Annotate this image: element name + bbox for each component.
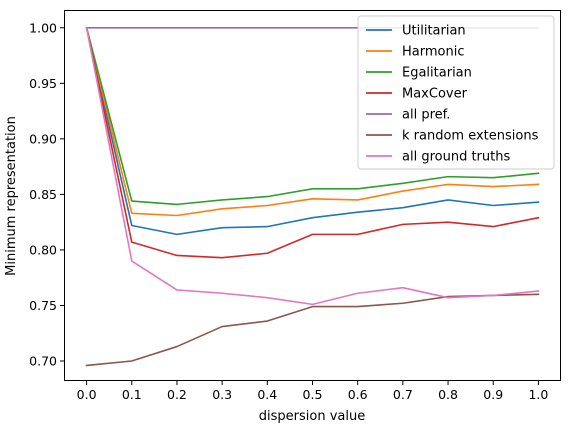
series-line-6 [85,26,540,306]
legend-entry-0: Utilitarian [402,24,466,39]
x-tick-label: 0.6 [348,387,368,402]
series-line-2 [85,26,540,206]
y-tick-label: 0.95 [29,76,57,91]
legend-entry-5: k random extensions [402,129,539,144]
y-tick-label: 1.00 [29,20,57,35]
x-axis: 0.0 0.1 0.2 0.3 0.4 0.5 0.6 0.7 0.8 0.9 1.0 [77,381,548,402]
x-tick-label: 0.7 [393,387,413,402]
y-axis-label: Minimum representation [4,116,19,276]
x-tick-label: 0.2 [167,387,187,402]
legend-box [357,15,555,170]
x-tick-label: 0.9 [483,387,503,402]
series-line-3 [85,26,540,259]
x-tick-label: 0.5 [303,387,323,402]
y-tick-label: 0.75 [29,298,57,313]
legend-entry-6: all ground truths [402,150,510,165]
legend-entry-4: all pref. [402,108,450,123]
plot-area-frame [64,10,561,381]
y-tick-label: 0.90 [29,131,57,146]
series-line-1 [85,26,540,217]
x-tick-label: 1.0 [528,387,548,402]
x-tick-label: 0.1 [122,387,142,402]
plot-lines [85,26,540,367]
legend-entry-3: MaxCover [402,87,468,102]
y-axis: 0.70 0.75 0.80 0.85 0.90 0.95 1.00 [29,20,64,369]
y-tick-label: 0.80 [29,242,57,257]
y-tick-label: 0.70 [29,354,57,369]
x-axis-label: dispersion value [259,409,365,424]
x-tick-label: 0.4 [257,387,277,402]
legend: Utilitarian Harmonic Egalitarian MaxCover al… [357,15,555,170]
legend-entry-2: Egalitarian [402,66,472,81]
series-line-0 [85,26,540,236]
legend-entry-1: Harmonic [402,45,464,60]
x-tick-label: 0.3 [212,387,232,402]
y-tick-label: 0.85 [29,187,57,202]
x-tick-label: 0.8 [438,387,458,402]
x-tick-label: 0.0 [77,387,97,402]
